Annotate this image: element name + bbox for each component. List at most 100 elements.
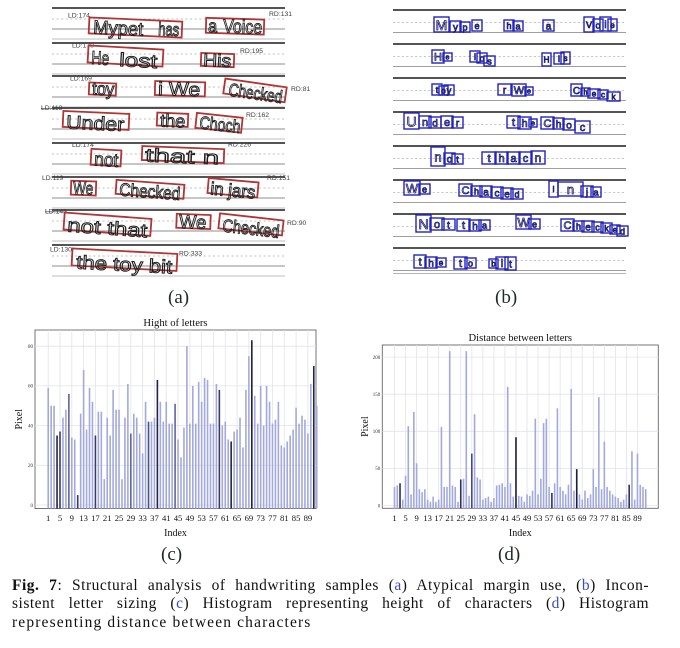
svg-text:33: 33	[138, 513, 147, 523]
svg-text:Pixel: Pixel	[14, 409, 25, 430]
svg-text:s: s	[487, 56, 492, 66]
svg-text:57: 57	[545, 513, 554, 523]
svg-text:RD:151: RD:151	[267, 175, 290, 182]
svg-text:h: h	[556, 119, 562, 130]
svg-text:150: 150	[373, 393, 381, 398]
svg-text:that n: that n	[145, 146, 220, 170]
svg-text:e: e	[532, 219, 537, 229]
svg-text:a: a	[510, 153, 517, 165]
svg-text:29: 29	[468, 513, 477, 523]
svg-text:n: n	[422, 117, 428, 129]
svg-text:89: 89	[633, 513, 642, 523]
svg-text:40: 40	[28, 424, 34, 429]
svg-text:i: i	[553, 185, 555, 194]
svg-text:W: W	[514, 85, 525, 97]
svg-text:Hight of letters: Hight of letters	[143, 318, 207, 329]
svg-text:k: k	[612, 93, 617, 102]
svg-text:0: 0	[31, 504, 34, 509]
svg-text:RD:81: RD:81	[291, 86, 310, 93]
svg-text:LD:170: LD:170	[72, 43, 94, 50]
svg-text:53: 53	[197, 513, 206, 523]
svg-text:13: 13	[423, 513, 432, 523]
svg-text:Checked: Checked	[119, 180, 181, 204]
svg-text:toy: toy	[92, 79, 115, 100]
svg-text:h: h	[521, 118, 527, 130]
svg-text:89: 89	[304, 513, 313, 523]
svg-text:LD:130: LD:130	[50, 247, 72, 254]
svg-text:C: C	[573, 86, 580, 97]
svg-text:Under: Under	[66, 113, 126, 137]
svg-text:77: 77	[600, 513, 609, 523]
svg-text:the: the	[160, 111, 186, 132]
svg-text:C: C	[544, 118, 552, 130]
svg-text:h: h	[428, 258, 434, 269]
svg-text:e: e	[504, 189, 510, 200]
svg-text:65: 65	[567, 513, 576, 523]
svg-text:n: n	[535, 151, 542, 165]
svg-text:80: 80	[28, 345, 34, 350]
svg-text:21: 21	[445, 513, 454, 523]
svg-text:37: 37	[150, 513, 159, 523]
svg-text:V: V	[586, 20, 592, 30]
svg-text:69: 69	[245, 513, 254, 523]
svg-text:13: 13	[79, 513, 88, 523]
svg-text:85: 85	[622, 513, 631, 523]
svg-text:Index: Index	[164, 528, 187, 539]
svg-text:60: 60	[28, 385, 34, 390]
svg-text:5: 5	[58, 513, 62, 523]
svg-text:RD:195: RD:195	[240, 48, 263, 55]
svg-text:e: e	[527, 89, 531, 96]
svg-text:17: 17	[91, 513, 100, 523]
svg-text:o: o	[434, 219, 440, 231]
svg-text:o: o	[566, 120, 572, 131]
svg-text:200: 200	[373, 356, 381, 361]
svg-text:c: c	[580, 122, 586, 134]
svg-text:100: 100	[373, 430, 381, 435]
svg-text:81: 81	[280, 513, 289, 523]
svg-text:65: 65	[233, 513, 242, 523]
svg-text:y: y	[453, 22, 458, 33]
svg-text:25: 25	[115, 513, 124, 523]
svg-text:RD:226: RD:226	[228, 142, 251, 149]
svg-text:d: d	[620, 226, 625, 236]
svg-text:in jars: in jars	[210, 179, 257, 203]
svg-text:not: not	[94, 150, 120, 172]
svg-text:RD:333: RD:333	[179, 251, 202, 258]
svg-text:d: d	[514, 189, 519, 199]
svg-text:e: e	[439, 259, 444, 268]
svg-text:77: 77	[268, 513, 277, 523]
svg-text:50: 50	[375, 467, 381, 472]
svg-text:41: 41	[162, 513, 171, 523]
svg-text:41: 41	[501, 513, 510, 523]
svg-text:e: e	[610, 21, 615, 30]
svg-text:e: e	[446, 55, 450, 62]
svg-text:h: h	[506, 21, 511, 31]
svg-text:(a): (a)	[168, 287, 189, 308]
svg-text:i We: i We	[158, 79, 201, 101]
svg-text:M: M	[436, 17, 448, 33]
svg-text:C: C	[564, 220, 572, 232]
svg-text:73: 73	[256, 513, 265, 523]
svg-text:LD:142: LD:142	[45, 209, 67, 216]
svg-text:69: 69	[578, 513, 587, 523]
svg-text:Voice: Voice	[223, 17, 263, 39]
svg-text:t: t	[487, 153, 490, 165]
svg-text:a: a	[593, 187, 598, 197]
svg-text:h: h	[576, 221, 581, 231]
svg-text:o: o	[447, 154, 453, 165]
svg-text:(d): (d)	[498, 544, 520, 565]
svg-text:W: W	[517, 215, 530, 230]
svg-text:e: e	[531, 121, 535, 128]
svg-text:e: e	[422, 184, 427, 194]
svg-text:t: t	[447, 220, 450, 231]
svg-text:c: c	[495, 188, 500, 199]
svg-text:RD:162: RD:162	[246, 112, 269, 119]
svg-text:r: r	[503, 85, 507, 96]
svg-text:LD:174: LD:174	[72, 142, 94, 149]
svg-text:i: i	[501, 258, 503, 270]
svg-text:o: o	[595, 20, 600, 30]
svg-text:h: h	[584, 90, 588, 97]
svg-text:j: j	[585, 187, 588, 198]
svg-text:H: H	[544, 56, 550, 65]
svg-text:a: a	[515, 21, 520, 31]
